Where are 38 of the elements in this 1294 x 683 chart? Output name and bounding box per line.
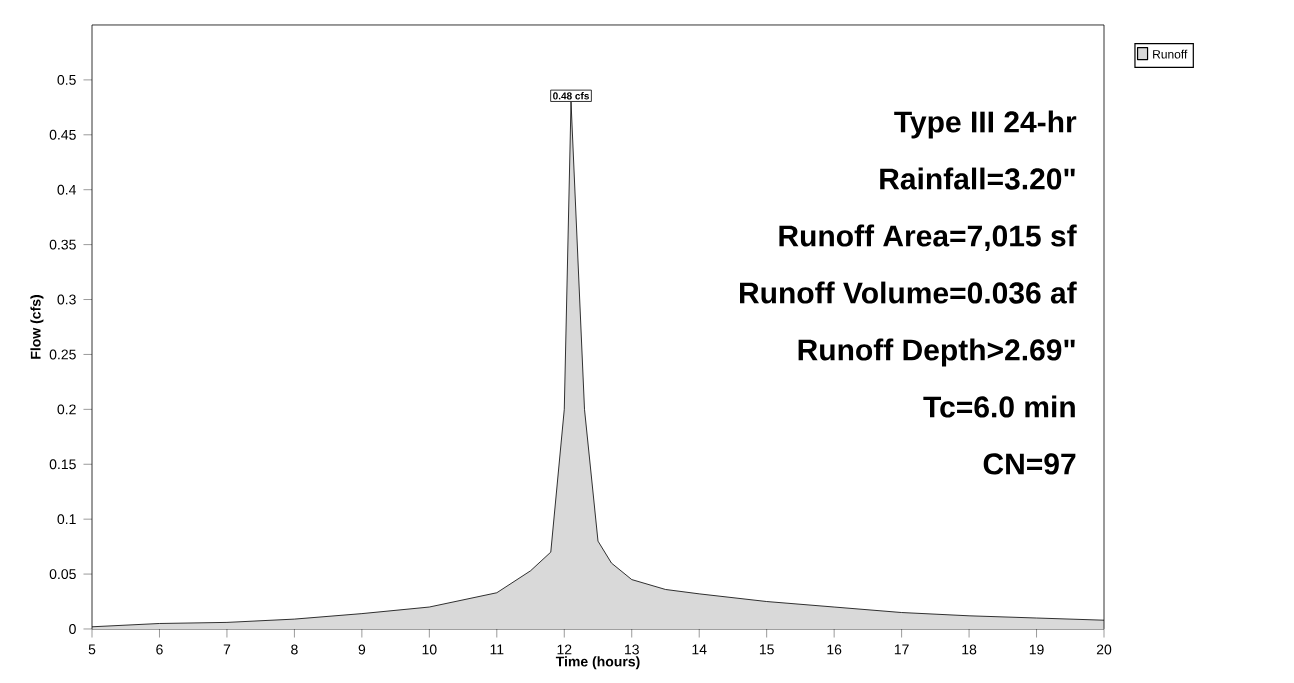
x-tick-label: 9 [358,644,366,655]
x-tick-label: 11 [490,644,504,655]
x-tick-label: 5 [88,644,96,655]
x-tick-label: 17 [894,644,909,655]
y-tick-label: 0.35 [49,239,76,250]
y-tick-label: 0.05 [49,569,76,580]
x-tick-label: 6 [156,644,163,655]
annotation: Rainfall=3.20" [880,167,1075,190]
x-tick-label: 13 [625,644,639,655]
y-tick-label: 0.3 [57,294,76,305]
legend-label: Runoff [1153,49,1188,59]
annotation: Runoff Depth>2.69" [798,338,1075,367]
annotation: CN=97 [983,453,1076,475]
annotation: Runoff Volume=0.036 af [740,281,1077,304]
x-tick-label: 18 [962,644,977,655]
x-tick-label: 7 [223,644,231,655]
annotation: Tc=6.0 min [923,395,1075,418]
x-tick-label: 8 [291,644,298,655]
x-tick-label: 10 [422,644,437,655]
y-tick-label: 0 [69,624,76,634]
annotation: Type III 24-hr [894,110,1077,139]
y-tick-label: 0.5 [57,74,76,85]
x-tick-label: 15 [759,644,774,655]
x-tick-label: 14 [692,644,707,655]
y-tick-label: 0.4 [57,184,76,195]
annotation: Runoff Area=7,015 sf [779,224,1077,251]
x-tick-label: 20 [1096,644,1112,655]
y-axis-title: Flow (cfs) [30,295,44,359]
x-axis-title: Time (hours) [555,656,640,670]
annotation: 0.48 cfs [553,92,589,100]
x-tick-label: 16 [827,644,842,655]
y-tick-label: 0.45 [49,129,76,140]
y-tick-label: 0.1 [57,514,76,525]
y-tick-label: 0.15 [49,459,76,470]
y-tick-label: 0.2 [57,404,76,415]
y-tick-label: 0.25 [49,349,76,360]
x-tick-label: 12 [557,644,572,655]
x-tick-label: 19 [1029,644,1044,655]
